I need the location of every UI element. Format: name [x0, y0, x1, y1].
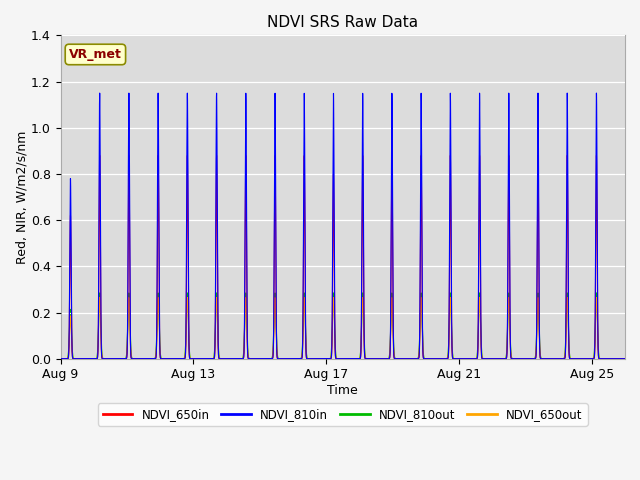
Text: VR_met: VR_met — [69, 48, 122, 61]
X-axis label: Time: Time — [328, 384, 358, 397]
Title: NDVI SRS Raw Data: NDVI SRS Raw Data — [267, 15, 419, 30]
Y-axis label: Red, NIR, W/m2/s/nm: Red, NIR, W/m2/s/nm — [15, 131, 28, 264]
Legend: NDVI_650in, NDVI_810in, NDVI_810out, NDVI_650out: NDVI_650in, NDVI_810in, NDVI_810out, NDV… — [98, 403, 588, 426]
